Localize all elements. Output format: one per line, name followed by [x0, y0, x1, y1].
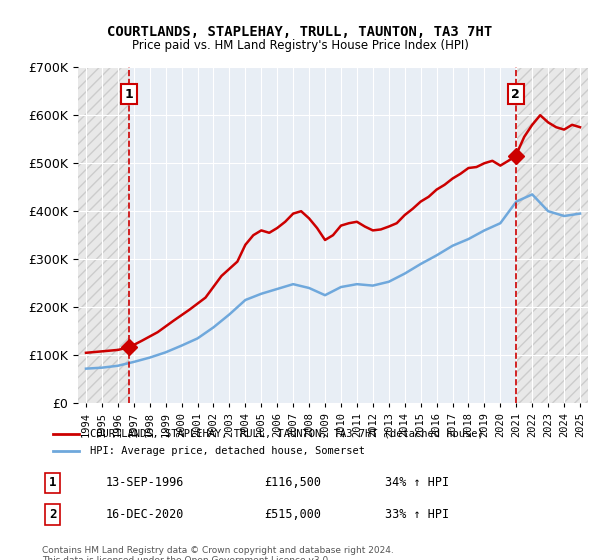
- Text: 2: 2: [511, 87, 520, 101]
- Text: £116,500: £116,500: [264, 477, 321, 489]
- Text: 16-DEC-2020: 16-DEC-2020: [106, 508, 184, 521]
- Bar: [515, 67, 588, 403]
- Text: 33% ↑ HPI: 33% ↑ HPI: [385, 508, 449, 521]
- Text: 13-SEP-1996: 13-SEP-1996: [106, 477, 184, 489]
- Text: COURTLANDS, STAPLEHAY, TRULL, TAUNTON, TA3 7HT (detached house): COURTLANDS, STAPLEHAY, TRULL, TAUNTON, T…: [89, 429, 483, 439]
- Text: 2: 2: [49, 508, 56, 521]
- Text: Price paid vs. HM Land Registry's House Price Index (HPI): Price paid vs. HM Land Registry's House …: [131, 39, 469, 52]
- Text: Contains HM Land Registry data © Crown copyright and database right 2024.
This d: Contains HM Land Registry data © Crown c…: [42, 546, 394, 560]
- Text: COURTLANDS, STAPLEHAY, TRULL, TAUNTON, TA3 7HT: COURTLANDS, STAPLEHAY, TRULL, TAUNTON, T…: [107, 25, 493, 39]
- Text: 34% ↑ HPI: 34% ↑ HPI: [385, 477, 449, 489]
- Text: £515,000: £515,000: [264, 508, 321, 521]
- Text: 1: 1: [49, 477, 56, 489]
- Bar: [78, 67, 129, 403]
- Text: HPI: Average price, detached house, Somerset: HPI: Average price, detached house, Some…: [89, 446, 365, 456]
- Text: 1: 1: [125, 87, 134, 101]
